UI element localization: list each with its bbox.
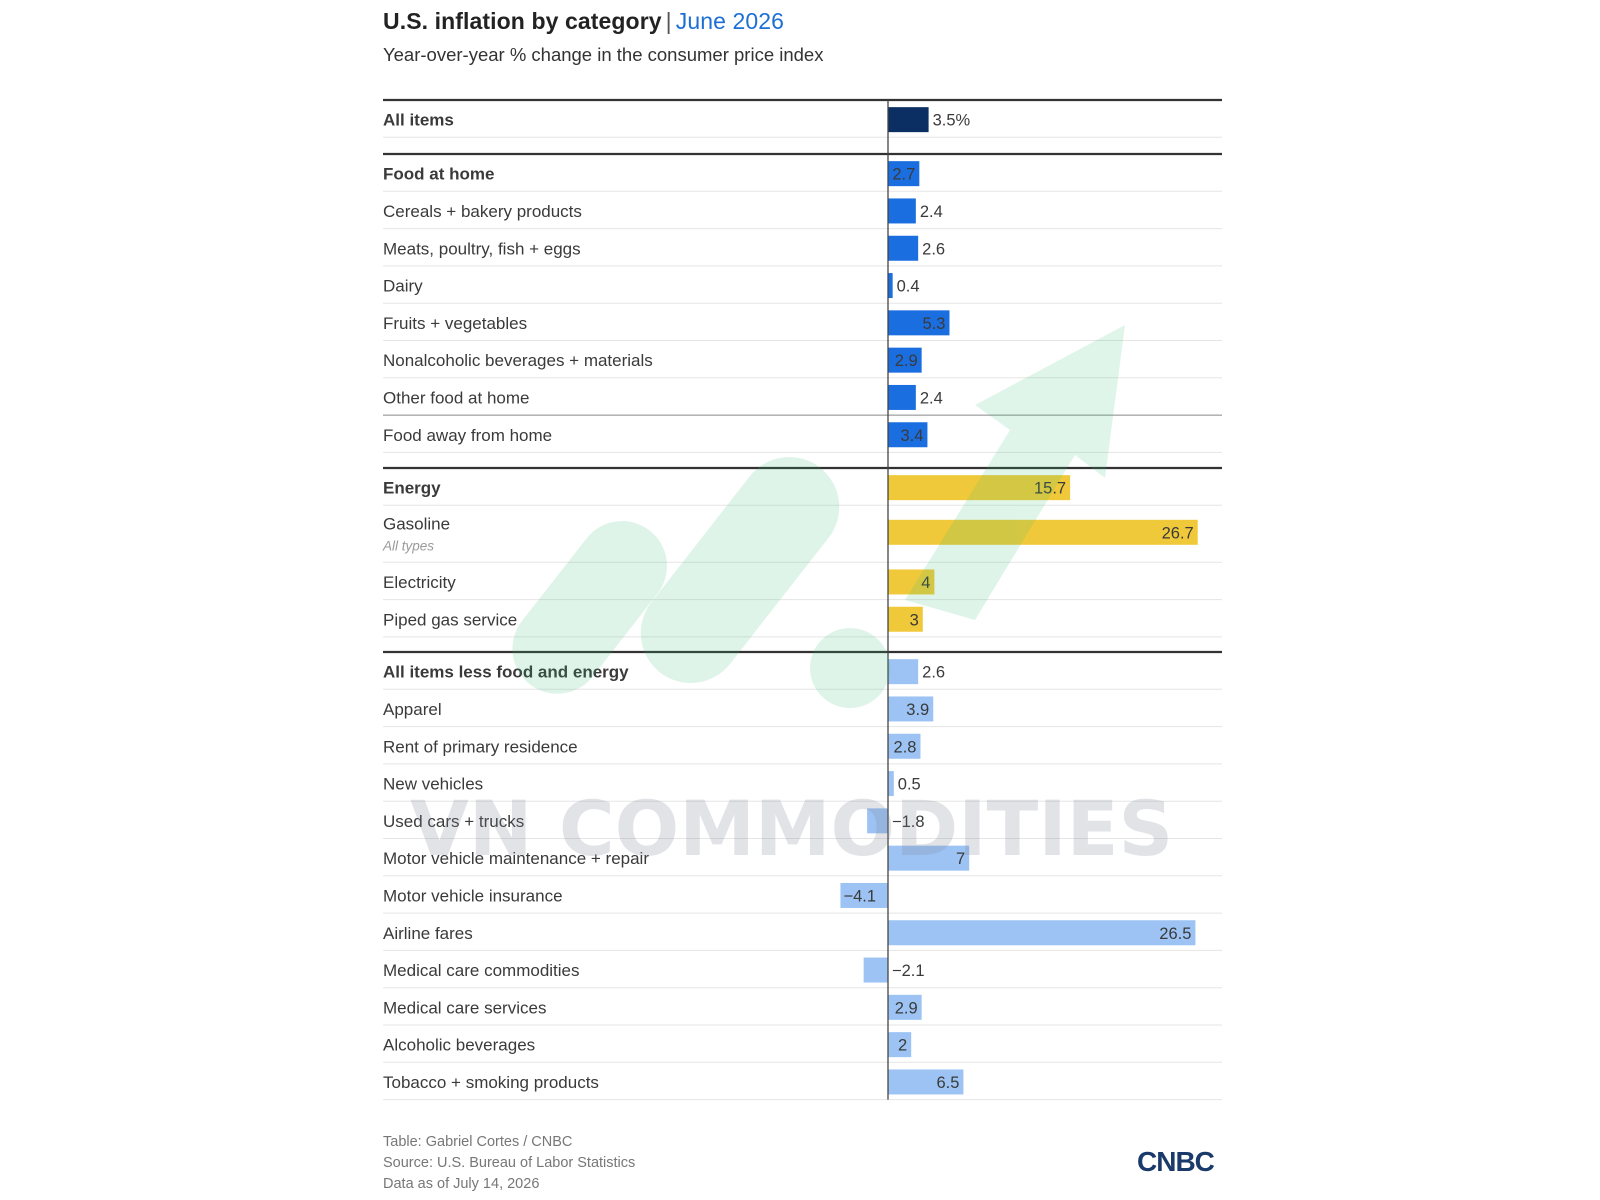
bar-meats-poultry-fish-eggs bbox=[888, 235, 919, 261]
cnbc-logo: CNBC bbox=[1137, 1146, 1216, 1177]
row-label: Motor vehicle insurance bbox=[383, 886, 563, 905]
value-label: 2.9 bbox=[895, 352, 918, 370]
bar-alcoholic-beverages bbox=[888, 1032, 912, 1058]
row-label: Dairy bbox=[383, 277, 423, 296]
title-separator: | bbox=[665, 8, 672, 34]
row-label: New vehicles bbox=[383, 775, 483, 794]
row-label: All items less food and energy bbox=[383, 663, 629, 682]
bar-energy bbox=[888, 475, 1071, 501]
value-label: 3 bbox=[910, 611, 919, 629]
bar-used-cars-trucks bbox=[867, 808, 888, 834]
value-label: 2.6 bbox=[922, 664, 945, 682]
value-label: 2.9 bbox=[895, 999, 918, 1017]
bar-food-away-from-home bbox=[888, 422, 928, 448]
footer-asof: Data as of July 14, 2026 bbox=[383, 1176, 540, 1192]
value-label: 2.8 bbox=[894, 738, 917, 756]
value-label: 2 bbox=[898, 1037, 907, 1055]
row-label: Motor vehicle maintenance + repair bbox=[383, 849, 649, 868]
value-label: 4 bbox=[921, 574, 930, 592]
cnbc-logo-text: CNBC bbox=[1137, 1146, 1215, 1177]
bar-dairy bbox=[888, 273, 893, 299]
bar-rent-of-primary-residence bbox=[888, 733, 921, 759]
row-label: Airline fares bbox=[383, 924, 473, 943]
row-label: Cereals + bakery products bbox=[383, 202, 582, 221]
chart-footer: Table: Gabriel Cortes / CNBC Source: U.S… bbox=[383, 1132, 635, 1195]
row-label: Piped gas service bbox=[383, 610, 517, 629]
row-label: Food away from home bbox=[383, 426, 552, 445]
bar-other-food-at-home bbox=[888, 384, 916, 410]
value-label: 2.7 bbox=[892, 166, 915, 184]
row-label: Apparel bbox=[383, 700, 442, 719]
row-label: Energy bbox=[383, 479, 441, 498]
row-label: All items bbox=[383, 111, 454, 130]
value-label: 0.5 bbox=[898, 776, 921, 794]
value-label: 6.5 bbox=[936, 1074, 959, 1092]
value-label: 2.6 bbox=[922, 240, 945, 258]
row-note: All types bbox=[382, 538, 434, 553]
row-label: Other food at home bbox=[383, 388, 529, 407]
value-label: 2.4 bbox=[920, 389, 943, 407]
value-label: 15.7 bbox=[1034, 480, 1066, 498]
value-label: −1.8 bbox=[892, 813, 925, 831]
bar-new-vehicles bbox=[888, 771, 894, 797]
value-label: 3.4 bbox=[901, 427, 924, 445]
bar-airline-fares bbox=[888, 920, 1196, 946]
bar-food-at-home bbox=[888, 161, 920, 187]
value-label: −2.1 bbox=[892, 962, 925, 980]
value-label: 7 bbox=[956, 850, 965, 868]
value-label: 0.4 bbox=[897, 278, 920, 296]
bar-all-items bbox=[888, 107, 929, 133]
bar-medical-care-commodities bbox=[863, 957, 888, 983]
row-label: Gasoline bbox=[383, 514, 450, 533]
footer-source: Source: U.S. Bureau of Labor Statistics bbox=[383, 1155, 636, 1171]
row-label: Medical care commodities bbox=[383, 961, 580, 980]
row-label: Used cars + trucks bbox=[383, 812, 524, 831]
row-label: Medical care services bbox=[383, 998, 546, 1017]
row-label: Nonalcoholic beverages + materials bbox=[383, 351, 653, 370]
value-label: 26.7 bbox=[1162, 524, 1194, 542]
bar-medical-care-services bbox=[888, 994, 922, 1020]
row-label: Food at home bbox=[383, 165, 494, 184]
bar-apparel bbox=[888, 696, 934, 722]
bar-cereals-bakery-products bbox=[888, 198, 916, 224]
bar-fruits-vegetables bbox=[888, 310, 950, 336]
bar-piped-gas-service bbox=[888, 606, 923, 632]
row-label: Tobacco + smoking products bbox=[383, 1073, 599, 1092]
chart-subtitle: Year-over-year % change in the consumer … bbox=[383, 44, 824, 65]
row-label: Alcoholic beverages bbox=[383, 1036, 535, 1055]
value-label: 3.9 bbox=[906, 701, 929, 719]
row-label: Rent of primary residence bbox=[383, 737, 578, 756]
bar-nonalcoholic-beverages-materials bbox=[888, 347, 922, 373]
footer-credit: Table: Gabriel Cortes / CNBC bbox=[383, 1134, 573, 1150]
bar-all-items-less-food-and-energy bbox=[888, 659, 919, 685]
title-date: June 2026 bbox=[675, 8, 785, 34]
title-text: U.S. inflation by category bbox=[383, 8, 662, 34]
value-label: 5.3 bbox=[923, 315, 946, 333]
bar-tobacco-smoking-products bbox=[888, 1069, 964, 1095]
value-label: 3.5% bbox=[933, 112, 971, 130]
bar-electricity bbox=[888, 569, 935, 595]
chart-header: U.S. inflation by category | June 2026 Yea… bbox=[383, 8, 823, 66]
chart-title: U.S. inflation by category | June 2026 bbox=[383, 8, 823, 35]
bar-motor-vehicle-maintenance-repair bbox=[888, 845, 970, 871]
value-label: 26.5 bbox=[1159, 925, 1191, 943]
row-label: Fruits + vegetables bbox=[383, 314, 527, 333]
bar-motor-vehicle-insurance bbox=[840, 882, 888, 908]
row-label: Electricity bbox=[383, 573, 456, 592]
bar-gasoline bbox=[888, 519, 1198, 545]
value-label: 2.4 bbox=[920, 203, 943, 221]
value-label: −4.1 bbox=[843, 887, 876, 905]
row-label: Meats, poultry, fish + eggs bbox=[383, 239, 581, 258]
